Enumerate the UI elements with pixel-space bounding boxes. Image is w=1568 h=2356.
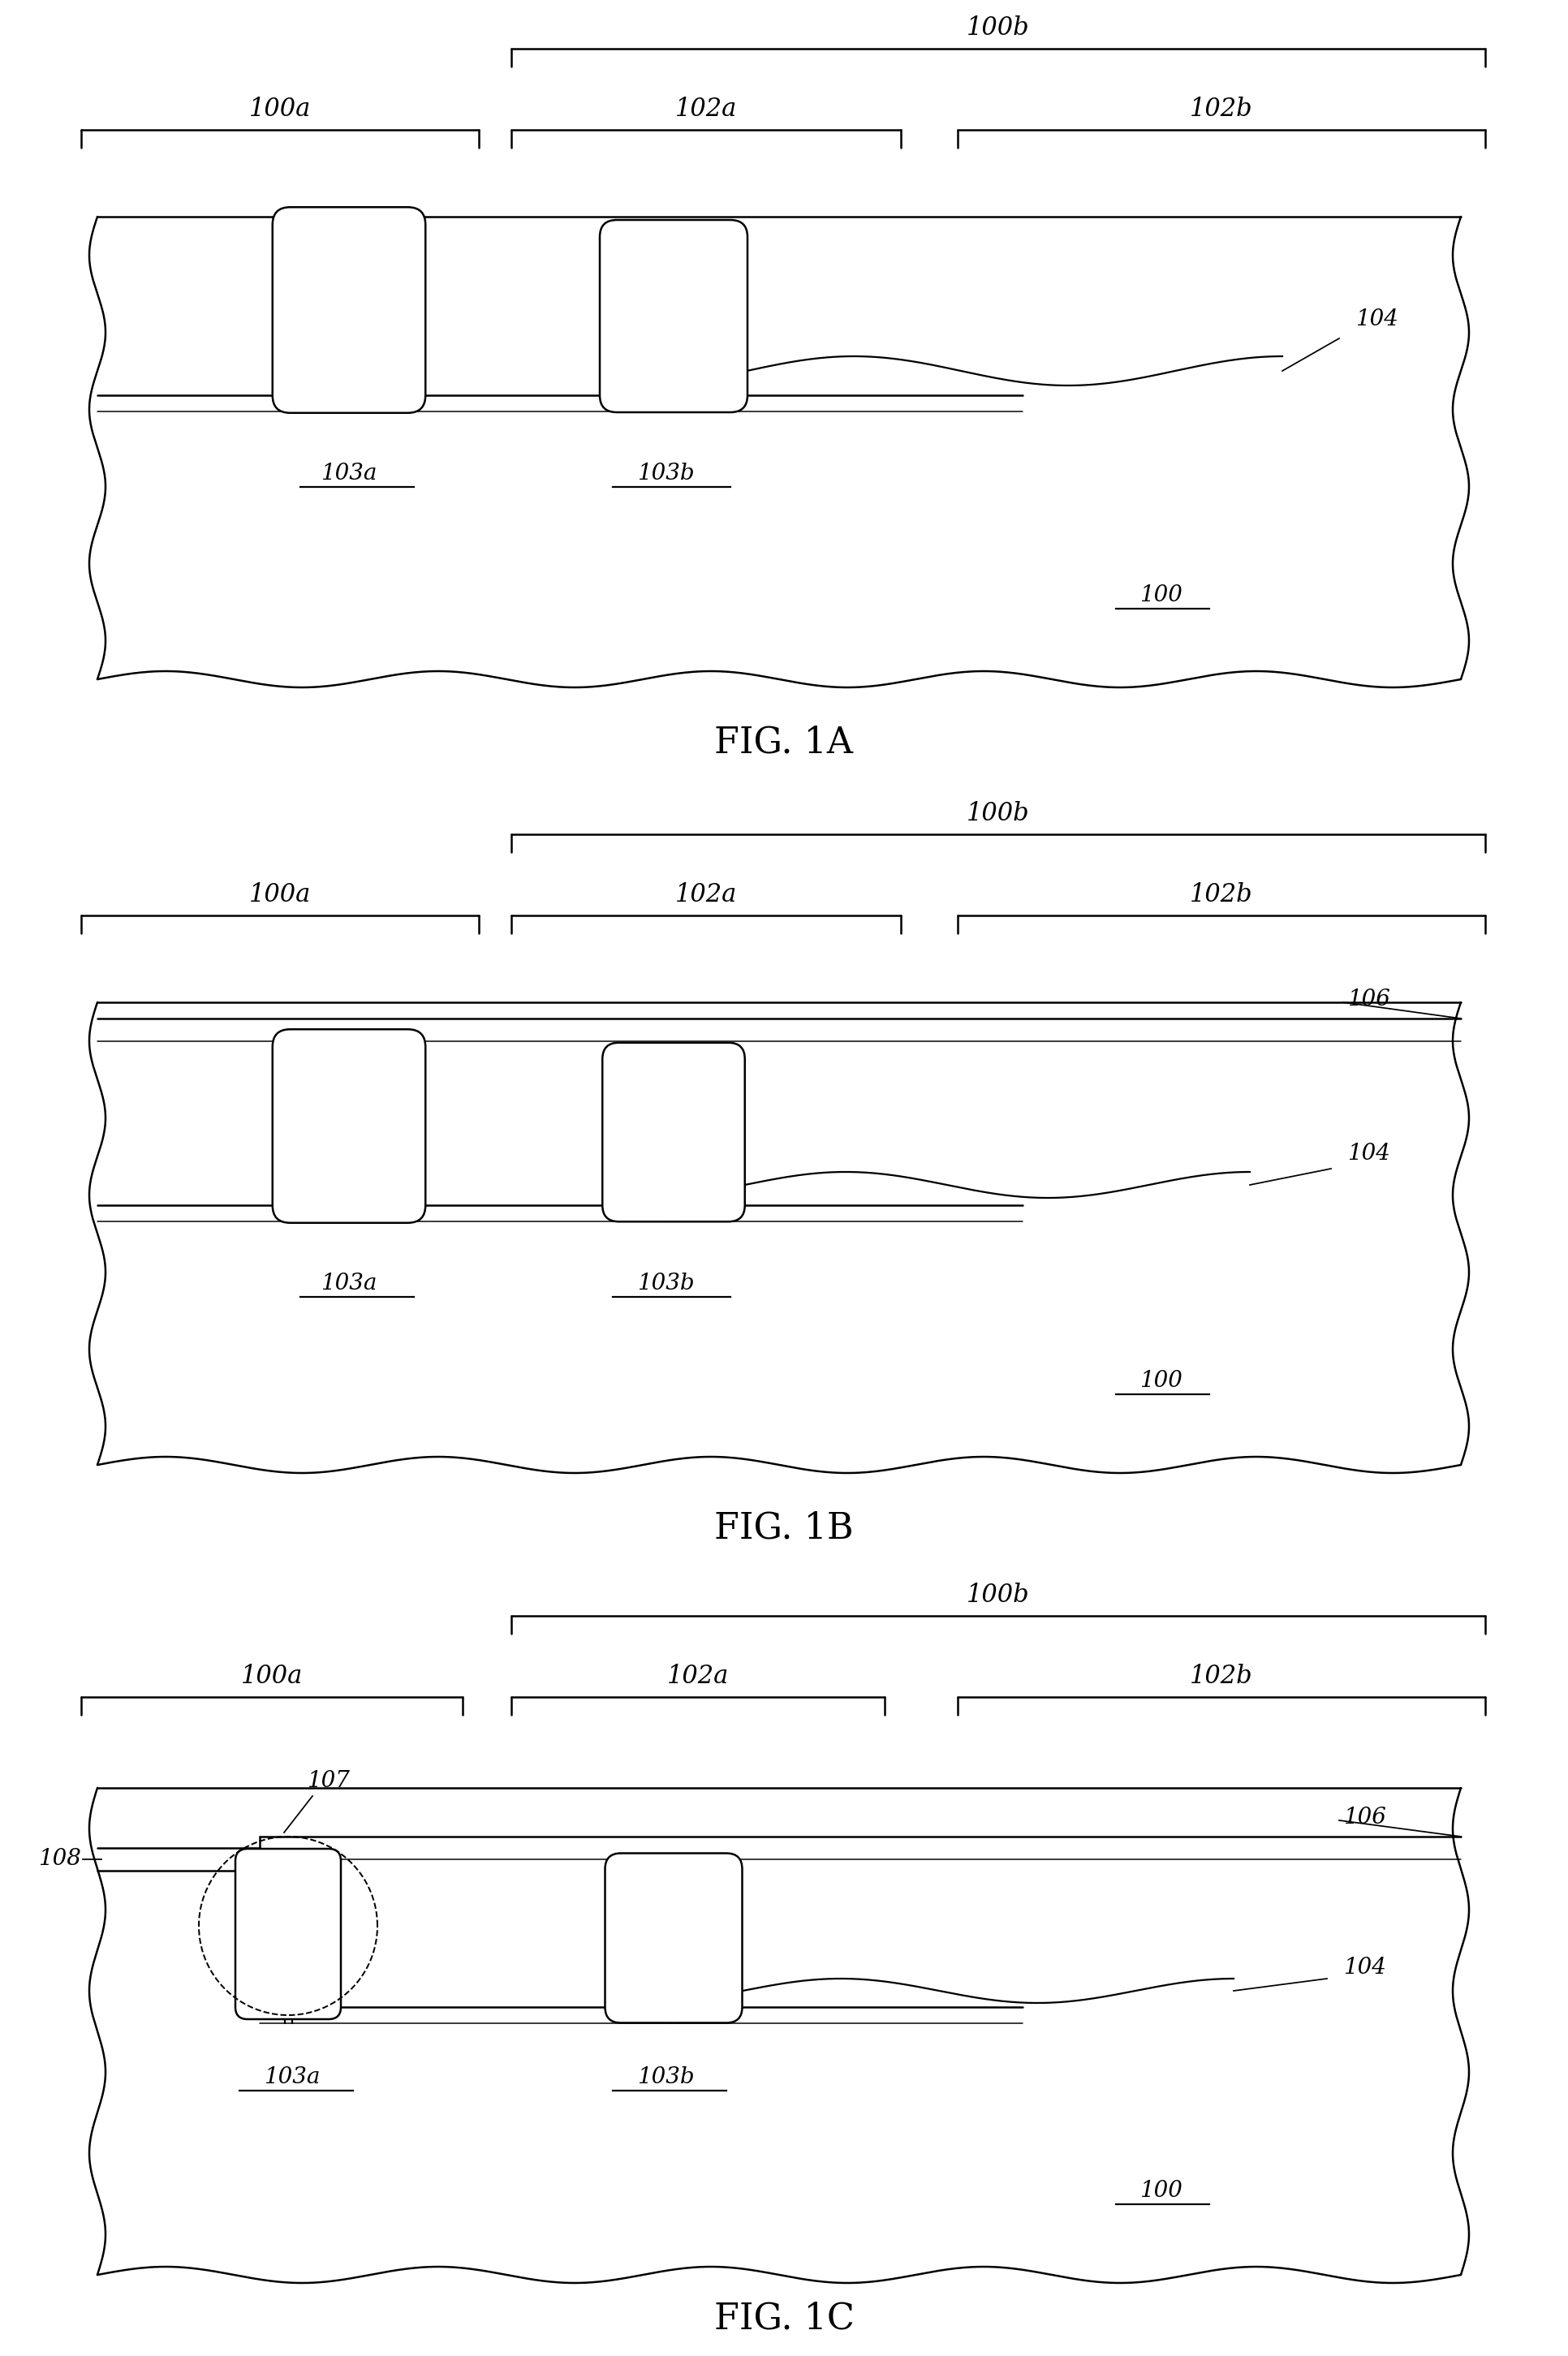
Text: 100: 100	[1138, 1369, 1182, 1392]
FancyBboxPatch shape	[605, 1854, 742, 2024]
FancyBboxPatch shape	[235, 1849, 340, 2019]
Text: 106: 106	[1344, 1807, 1386, 1828]
Text: 102a: 102a	[666, 1663, 729, 1689]
Text: 100b: 100b	[967, 1583, 1030, 1607]
Text: FIG. 1B: FIG. 1B	[715, 1510, 853, 1546]
Text: 100a: 100a	[241, 1663, 303, 1689]
FancyBboxPatch shape	[273, 207, 425, 412]
Text: 103a: 103a	[321, 1272, 378, 1293]
Text: 100a: 100a	[249, 97, 310, 123]
Text: 108: 108	[38, 1849, 82, 1871]
Text: 100b: 100b	[967, 16, 1030, 40]
Text: 100b: 100b	[967, 801, 1030, 827]
FancyBboxPatch shape	[273, 1030, 425, 1223]
Text: 102b: 102b	[1190, 1663, 1253, 1689]
Text: 103b: 103b	[637, 462, 695, 485]
FancyBboxPatch shape	[601, 219, 748, 412]
Text: 102b: 102b	[1190, 881, 1253, 907]
Text: 100: 100	[1138, 2179, 1182, 2203]
Text: 103a: 103a	[263, 2066, 320, 2087]
Text: 104: 104	[1344, 1958, 1386, 1979]
Text: 102a: 102a	[676, 97, 737, 123]
Text: FIG. 1C: FIG. 1C	[713, 2302, 855, 2335]
Text: 103a: 103a	[321, 462, 378, 485]
Text: 106: 106	[1347, 990, 1391, 1011]
Text: FIG. 1A: FIG. 1A	[715, 726, 853, 761]
Text: 100: 100	[1138, 584, 1182, 605]
FancyBboxPatch shape	[602, 1044, 745, 1223]
Text: 104: 104	[1347, 1143, 1391, 1164]
Text: 103b: 103b	[637, 2066, 695, 2087]
Text: 100a: 100a	[249, 881, 310, 907]
Text: 103b: 103b	[637, 1272, 695, 1293]
Text: 102b: 102b	[1190, 97, 1253, 123]
Text: 104: 104	[1355, 309, 1399, 330]
Text: 107: 107	[307, 1769, 350, 1793]
Text: 102a: 102a	[676, 881, 737, 907]
